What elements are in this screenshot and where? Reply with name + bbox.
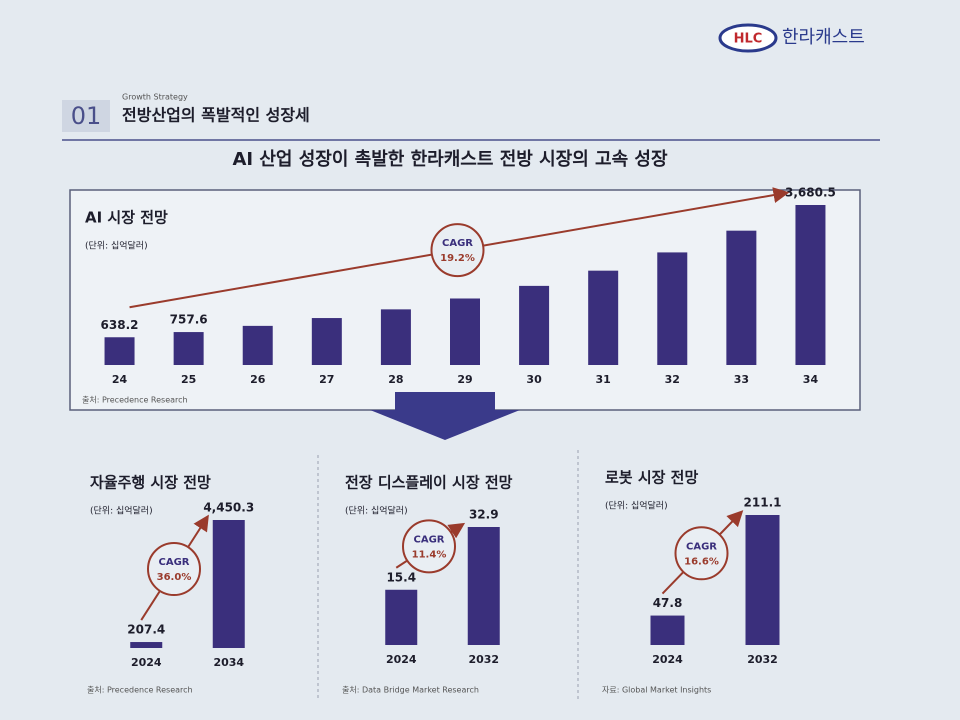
- logo-badge: [718, 23, 778, 53]
- x-tick-label: 32: [665, 373, 680, 386]
- bar: [467, 527, 500, 645]
- value-label: 757.6: [170, 313, 208, 327]
- x-tick-label: 2032: [747, 653, 778, 666]
- x-tick-label: 2024: [652, 653, 683, 666]
- value-label: 15.4: [386, 570, 416, 584]
- logo: HLC: [734, 32, 763, 47]
- bar: [588, 270, 619, 365]
- x-tick-label: 31: [596, 373, 611, 386]
- section-badge: [62, 100, 110, 132]
- charts: AI 시장 전망 (단위: 십억달러) 24 638.2 25 757.6 26 27 28 29…: [82, 186, 836, 695]
- chart-unit: (단위: 십억달러): [85, 240, 148, 252]
- value-label: 207.4: [127, 623, 165, 637]
- x-tick-label: 2024: [131, 656, 162, 669]
- bar: [311, 318, 342, 365]
- bar: [450, 298, 480, 365]
- x-tick-label: 2024: [386, 653, 417, 666]
- x-tick-label: 25: [181, 373, 196, 386]
- x-tick-label: 24: [112, 373, 128, 386]
- cagr-label: CAGR: [159, 557, 190, 568]
- bar: [385, 589, 418, 645]
- section-number: 01: [71, 102, 102, 130]
- cagr-label: CAGR: [686, 541, 717, 552]
- bar: [173, 332, 204, 365]
- value-label: 32.9: [469, 508, 499, 522]
- value-label: 4,450.3: [203, 501, 254, 515]
- x-tick-label: 34: [803, 373, 819, 386]
- cagr-circle: [147, 542, 201, 597]
- x-tick-label: 33: [734, 373, 749, 386]
- value-label: 638.2: [101, 318, 139, 332]
- down-arrow: [370, 392, 520, 440]
- cagr-value: 16.6%: [684, 556, 719, 567]
- chart-title: 전장 디스플레이 시장 전망: [345, 474, 513, 492]
- x-tick-label: 28: [388, 373, 403, 386]
- section-title: 전방산업의 폭발적인 성장세: [122, 106, 310, 125]
- source: 자료: Global Market Insights: [602, 686, 711, 695]
- bar: [212, 520, 245, 648]
- chart-title: 로봇 시장 전망: [605, 469, 698, 487]
- cagr-value: 36.0%: [157, 572, 192, 583]
- chart-title: AI 시장 전망: [85, 209, 168, 227]
- chart-unit: (단위: 십억달러): [345, 505, 408, 517]
- bar: [130, 642, 163, 648]
- chart-title: 자율주행 시장 전망: [90, 474, 211, 492]
- x-tick-label: 30: [526, 373, 542, 386]
- cagr-circle: [430, 223, 485, 278]
- bar: [650, 615, 685, 645]
- value-label: 3,680.5: [785, 186, 836, 200]
- x-tick-label: 2034: [213, 656, 244, 669]
- x-tick-label: 27: [319, 373, 334, 386]
- cagr-circle: [402, 519, 456, 574]
- headline: AI 산업 성장이 촉발한 한라캐스트 전방 시장의 고속 성장: [232, 149, 668, 170]
- bar: [380, 309, 411, 365]
- source: 출처: Precedence Research: [82, 395, 188, 405]
- cagr-value: 19.2%: [440, 253, 475, 264]
- value-label: 47.8: [653, 596, 683, 610]
- cagr-value: 11.4%: [412, 549, 447, 560]
- cagr-label: CAGR: [442, 238, 473, 249]
- cagr-label: CAGR: [414, 534, 445, 545]
- value-label: 211.1: [744, 496, 782, 510]
- source: 출처: Data Bridge Market Research: [342, 685, 479, 695]
- bar: [745, 515, 780, 645]
- source: 출처: Precedence Research: [87, 685, 193, 695]
- cagr-circle: [674, 526, 729, 581]
- x-tick-label: 2032: [468, 653, 499, 666]
- bar: [726, 230, 757, 365]
- chart-unit: (단위: 십억달러): [605, 500, 668, 512]
- company-name: 한라캐스트: [782, 27, 865, 48]
- section-label: Growth Strategy: [122, 93, 188, 102]
- x-tick-label: 29: [457, 373, 472, 386]
- bar: [657, 252, 688, 365]
- bar: [104, 337, 135, 365]
- bar: [519, 285, 550, 365]
- chart-unit: (단위: 십억달러): [90, 505, 153, 517]
- x-tick-label: 26: [250, 373, 266, 386]
- bar: [242, 325, 273, 365]
- bar: [795, 205, 826, 365]
